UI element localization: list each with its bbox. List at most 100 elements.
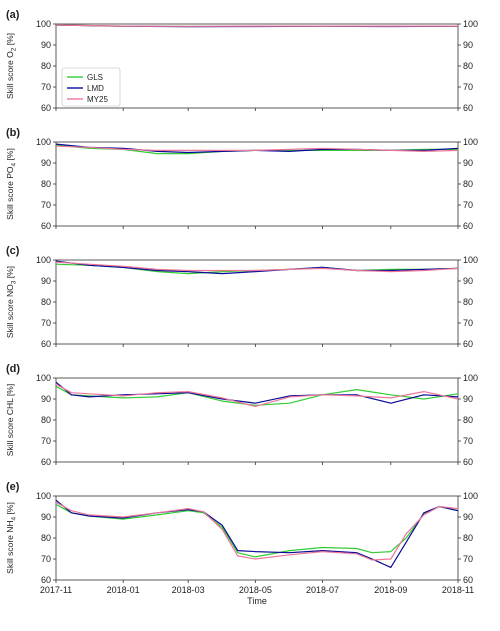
y-tick-label-left: 60 [41,103,51,113]
y-tick-label-right: 80 [463,415,473,425]
y-tick-label-left: 80 [41,297,51,307]
panel-3: (d) 60 60 70 70 80 80 90 90 100 100 Skill score CHL… [5,363,478,467]
x-tick-label: 2018-07 [306,585,339,595]
y-tick-label-left: 90 [41,40,51,50]
y-tick-label-right: 60 [463,457,473,467]
y-axis-label-text: Skill score NH [5,520,15,573]
y-tick-label-right: 80 [463,297,473,307]
series-line-my25 [55,24,458,27]
y-axis-label-text: Skill score O [5,51,15,99]
y-tick-label-right: 80 [463,533,473,543]
y-axis-label-unit: [%] [5,266,15,281]
y-tick-label-left: 90 [41,158,51,168]
y-axis-label: Skill score NO3 [%] [5,266,18,338]
series-line-lmd [55,381,459,404]
panel-label: (e) [6,481,20,493]
plot-frame [55,495,459,581]
y-tick-label-left: 70 [41,82,51,92]
y-tick-label-left: 80 [41,533,51,543]
series-line-gls [55,503,459,558]
y-tick-label-right: 60 [463,221,473,231]
y-tick-label-left: 60 [41,221,51,231]
legend: GLS LMD MY25 [61,67,121,107]
y-tick-label-left: 90 [41,512,51,522]
series-line-my25 [55,261,459,273]
x-tick-label: 2017-11 [40,585,72,595]
y-tick-label-right: 70 [463,554,473,564]
y-tick-label-right: 70 [463,82,473,92]
x-tick-label: 2018-05 [239,585,272,595]
y-tick-label-right: 80 [463,61,473,71]
panel-1: (b) 60 60 70 70 80 80 90 90 100 100 Skill score PO4… [5,127,478,231]
y-tick-label-right: 100 [463,137,478,147]
y-tick-label-left: 100 [36,255,51,265]
y-tick-label-right: 100 [463,255,478,265]
y-tick-label-left: 70 [41,200,51,210]
plot-frame [55,259,459,345]
y-tick-label-right: 70 [463,436,473,446]
y-tick-label-right: 100 [463,491,478,501]
y-tick-label-left: 100 [36,491,51,501]
y-tick-label-left: 60 [41,457,51,467]
panel-2: (c) 60 60 70 70 80 80 90 90 100 100 Skill score NO3… [5,245,478,349]
series-line-lmd [55,143,459,154]
y-tick-label-right: 100 [463,373,478,383]
legend-entry-lmd: LMD [87,84,104,93]
y-axis-label-subscript: 4 [11,162,18,166]
series-line-my25 [55,501,459,561]
plot-frame [55,141,459,227]
y-tick-label-left: 80 [41,415,51,425]
plot-frame [55,377,459,463]
y-tick-label-left: 60 [41,339,51,349]
y-tick-label-right: 90 [463,394,473,404]
x-axis-label: Time [247,596,267,606]
y-axis-label-text: Skill score PO [5,166,15,220]
panel-label: (a) [6,9,20,21]
y-axis-label-unit: [%] [5,384,15,399]
y-axis-label-unit: [%] [5,33,15,48]
y-axis-label: Skill score PO4 [%] [5,148,18,220]
y-axis-label: Skill score O2 [%] [5,33,18,99]
series-line-my25 [55,383,459,407]
y-tick-label-right: 90 [463,276,473,286]
y-tick-label-right: 60 [463,103,473,113]
x-tick-label: 2018-09 [374,585,407,595]
y-axis-label: Skill score NH4 [%] [5,502,18,574]
y-tick-label-right: 90 [463,40,473,50]
y-axis-label-subscript: 2 [11,47,18,51]
legend-entry-my25: MY25 [87,95,108,104]
y-tick-label-left: 100 [36,137,51,147]
panel-label: (b) [6,127,20,139]
y-tick-label-right: 90 [463,512,473,522]
y-axis-label-subscript: 4 [11,516,18,520]
y-tick-label-right: 90 [463,158,473,168]
y-axis-label: Skill score CHL [%] [5,384,15,456]
y-axis-label-unit: [%] [5,148,15,163]
legend-entry-gls: GLS [87,73,103,82]
y-tick-label-left: 70 [41,318,51,328]
x-tick-label: 2018-03 [172,585,205,595]
series-line-lmd [55,260,459,275]
series-line-my25 [55,145,459,152]
y-tick-label-right: 60 [463,575,473,585]
y-tick-label-left: 90 [41,394,51,404]
x-tick-label: 2018-01 [107,585,140,595]
y-tick-label-left: 80 [41,61,51,71]
panel-label: (c) [6,245,20,257]
x-tick-label: 2018-11 [442,585,474,595]
y-tick-label-right: 60 [463,339,473,349]
y-tick-label-left: 70 [41,554,51,564]
y-tick-label-left: 100 [36,373,51,383]
y-tick-label-right: 100 [463,19,478,29]
y-tick-label-left: 90 [41,276,51,286]
y-tick-label-left: 70 [41,436,51,446]
y-tick-label-left: 80 [41,179,51,189]
panel-4: (e) 60 60 70 70 80 80 90 90 100 100 Skill score NH4… [5,481,478,606]
y-tick-label-right: 80 [463,179,473,189]
panel-0: (a) 60 60 70 70 80 80 90 90 100 100 Skill score O2 … [5,9,478,113]
y-tick-label-right: 70 [463,200,473,210]
y-tick-label-left: 100 [36,19,51,29]
y-axis-label-unit: [%] [5,502,15,517]
panel-label: (d) [6,363,20,375]
